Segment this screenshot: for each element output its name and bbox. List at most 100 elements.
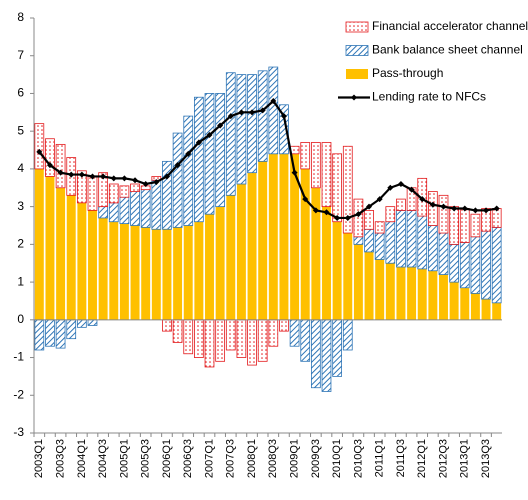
bar-segment [34,319,45,351]
x-tick-label: 2010Q1 [331,439,343,478]
bar-segment [225,72,236,196]
line-marker [206,131,213,138]
bar-segment [194,221,204,320]
x-tick-label: 2012Q1 [416,439,428,478]
bar-segment [481,299,491,320]
bar-segment [98,206,109,219]
bar-segment [34,123,45,170]
bar-segment [332,153,343,223]
bar-segment [491,226,502,304]
x-tick-label: 2005Q3 [140,439,152,478]
bar-segment [290,153,300,320]
bar-segment [300,168,310,320]
bar-segment [364,210,374,230]
bar-segment [205,214,214,320]
line-marker [270,98,277,104]
bar-segment [236,319,247,358]
x-tick-label: 2005Q1 [118,439,130,478]
line-marker [280,113,287,120]
line-marker [493,205,500,212]
line-marker [142,181,149,187]
bar-segment [172,132,183,228]
bar-segment [321,319,332,392]
line-marker [153,179,160,186]
bar-segment [162,229,172,320]
line-marker [397,181,404,187]
bar-segment [87,319,98,326]
y-tick-label: 6 [17,86,24,100]
line-marker [344,214,351,221]
bar-segment [268,319,279,347]
bar-segment [204,319,215,368]
line-marker [36,148,43,155]
bar-segment [215,206,225,320]
bar-segment [438,194,449,234]
bar-segment [55,319,66,349]
line-marker [174,162,181,169]
bar-segment [310,142,321,189]
line-marker [440,203,447,210]
bar-segment [332,221,342,320]
bar-segment [247,319,257,366]
bar-segment [257,70,268,162]
bar-segment [396,267,406,320]
x-tick-label: 2006Q1 [161,439,173,478]
legend-swatch [345,45,369,56]
bar-segment [98,217,108,320]
line-marker [334,214,341,221]
bar-segment [321,142,332,208]
bar-segment [247,74,257,174]
bar-segment [342,319,353,351]
bar-segment [236,184,246,320]
line-marker [461,205,468,212]
y-tick-label: 1 [17,274,24,288]
line-marker [163,173,170,180]
y-tick-label: 4 [17,161,24,175]
bar-segment [364,251,374,320]
bar-segment [396,198,406,211]
line-marker [89,173,96,180]
y-tick-label: 7 [17,48,24,62]
x-tick-label: 2004Q1 [76,439,88,478]
line-marker [121,175,128,182]
x-tick-label: 2007Q1 [203,439,215,478]
bar-segment [438,232,449,275]
line-marker [227,113,234,120]
x-tick-label: 2011Q3 [395,439,407,477]
line-marker [46,162,53,169]
bar-segment [343,233,353,320]
bar-segment [459,208,470,243]
x-tick-label: 2007Q3 [225,439,237,478]
bar-segment [215,93,226,208]
bar-segment [193,96,204,223]
bar-segment [470,213,481,238]
bar-segment [56,187,66,320]
bar-segment [108,183,119,204]
bar-segment [428,270,438,320]
bar-segment [193,319,204,358]
x-tick-label: 2013Q3 [480,439,492,478]
line-marker [429,201,436,208]
bar-segment [460,287,470,320]
bar-segment [427,225,438,272]
y-tick-label: 8 [17,10,24,24]
bar-segment [66,195,76,320]
x-tick-label: 2011Q1 [374,439,386,477]
bar-segment [162,319,172,332]
bar-segment [310,319,321,389]
bar-segment [204,93,215,215]
bar-segment [385,206,396,223]
bar-segment [140,189,151,228]
line-marker [249,109,256,116]
bar-segment [279,104,289,155]
bar-segment [108,202,119,223]
line-marker [110,175,117,182]
bar-segment [459,242,470,289]
bar-segment [300,319,311,362]
bar-segment [311,187,321,320]
line-marker [132,177,139,184]
legend-swatch [345,21,369,33]
bar-segment [385,263,395,320]
y-tick-label: 3 [17,199,24,213]
bar-segment [332,319,343,377]
